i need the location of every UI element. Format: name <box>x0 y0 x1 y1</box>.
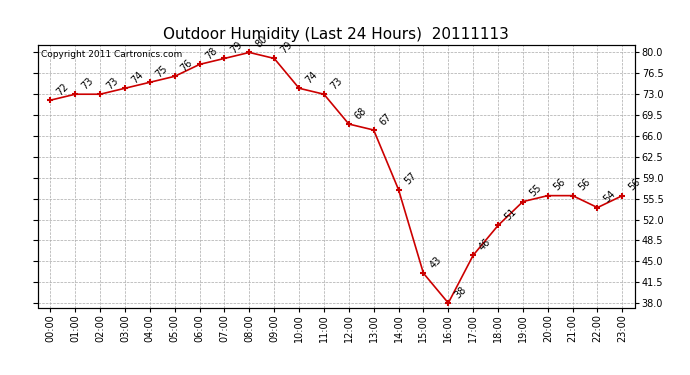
Text: 75: 75 <box>154 64 170 80</box>
Text: 56: 56 <box>577 177 593 193</box>
Text: 79: 79 <box>278 40 294 56</box>
Text: 68: 68 <box>353 105 368 121</box>
Text: 57: 57 <box>403 171 419 187</box>
Text: 51: 51 <box>502 207 518 223</box>
Text: 78: 78 <box>204 46 219 62</box>
Text: 73: 73 <box>104 76 120 92</box>
Text: 56: 56 <box>552 177 568 193</box>
Text: 76: 76 <box>179 58 195 74</box>
Text: 73: 73 <box>79 76 95 92</box>
Text: 54: 54 <box>602 189 618 205</box>
Text: 56: 56 <box>627 177 642 193</box>
Text: 43: 43 <box>428 255 443 270</box>
Text: 74: 74 <box>303 70 319 86</box>
Text: 46: 46 <box>477 237 493 252</box>
Text: 73: 73 <box>328 76 344 92</box>
Text: 80: 80 <box>253 34 269 50</box>
Text: Copyright 2011 Cartronics.com: Copyright 2011 Cartronics.com <box>41 50 182 59</box>
Text: 72: 72 <box>55 81 70 98</box>
Text: 67: 67 <box>378 111 394 127</box>
Text: 55: 55 <box>527 183 543 199</box>
Title: Outdoor Humidity (Last 24 Hours)  20111113: Outdoor Humidity (Last 24 Hours) 2011111… <box>164 27 509 42</box>
Text: 79: 79 <box>228 40 244 56</box>
Text: 74: 74 <box>129 70 145 86</box>
Text: 38: 38 <box>453 285 469 300</box>
